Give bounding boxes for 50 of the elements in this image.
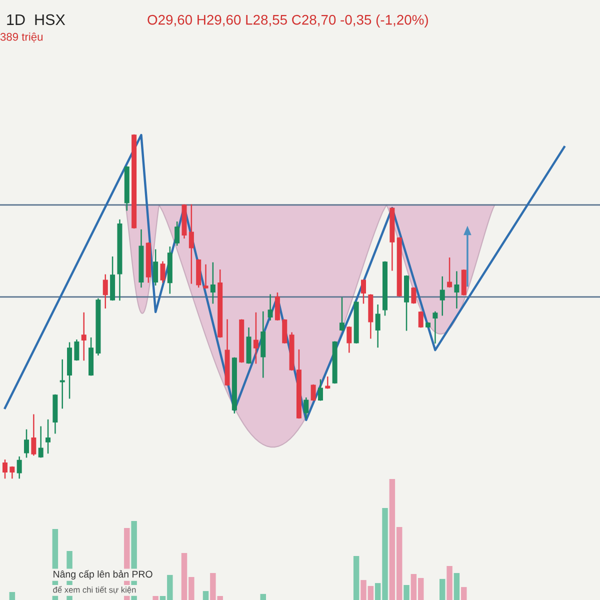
candlestick <box>282 319 288 344</box>
candlestick <box>16 456 22 479</box>
candlestick <box>10 466 15 479</box>
candlestick <box>210 262 216 304</box>
candlestick <box>325 376 330 389</box>
candlestick <box>268 294 273 320</box>
candlestick <box>203 264 208 289</box>
candlestick <box>2 460 8 479</box>
candlestick <box>375 304 380 348</box>
bar <box>446 566 452 600</box>
candlestick <box>46 419 51 454</box>
candlestick <box>432 311 438 344</box>
candlestick <box>440 276 445 316</box>
bar <box>461 587 467 600</box>
bar <box>353 556 360 600</box>
candlestick <box>253 312 258 364</box>
candlestick <box>153 249 158 286</box>
annotation: Nâng cấp lên bản PRO <box>54 570 152 580</box>
bar <box>440 578 446 600</box>
candlestick <box>74 339 80 361</box>
candlestick <box>188 204 194 284</box>
candlestick <box>160 261 166 283</box>
candlestick <box>346 326 352 353</box>
candlestick <box>339 297 344 331</box>
candlestick <box>60 359 65 409</box>
bar <box>9 592 16 600</box>
candlestick <box>81 312 86 361</box>
candlestick <box>38 426 44 458</box>
bar <box>202 591 209 600</box>
bar <box>260 594 266 600</box>
annotation: để xem chi tiết sự kiện <box>53 586 136 594</box>
candlestick <box>361 279 366 304</box>
bar <box>152 596 158 600</box>
candlestick <box>318 379 323 401</box>
candlestick <box>24 429 30 458</box>
candlestick <box>454 271 460 308</box>
candlestick <box>31 414 36 456</box>
candlestick <box>310 384 316 401</box>
candlestick <box>274 292 280 320</box>
candlestick <box>447 258 452 288</box>
bar <box>454 573 460 600</box>
chart-subtitle: O29,60 H29,60 L28,55 C28,70 -0,35 (-1,20%) <box>148 14 428 28</box>
text: 389 triệu <box>0 32 42 42</box>
candlestick <box>102 274 108 308</box>
bar <box>404 584 410 600</box>
chart-title: 1D HSX <box>7 14 66 26</box>
candlestick <box>174 221 180 246</box>
candlestick <box>411 287 416 304</box>
candlestick <box>304 397 309 419</box>
candlestick <box>418 311 424 328</box>
